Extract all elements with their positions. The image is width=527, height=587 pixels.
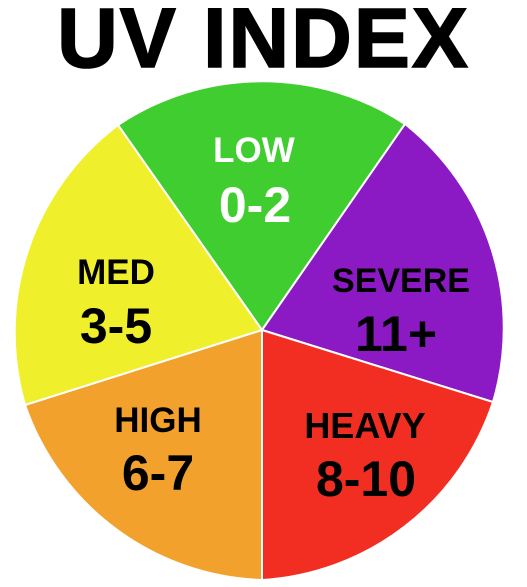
slice-heavy-label: HEAVY [304,405,425,446]
slice-high-label: HIGH [114,401,202,440]
slice-heavy-range: 8-10 [316,451,416,507]
slice-low [116,80,407,332]
slice-high [23,328,263,582]
page-title: UV INDEX [56,0,470,85]
slice-low-range: 0-2 [219,177,291,233]
slice-med-range: 3-5 [80,298,152,354]
slice-heavy [261,328,495,582]
slice-low-label: LOW [213,131,295,170]
slice-severe-range: 11+ [355,306,437,362]
slice-high-range: 6-7 [122,445,194,501]
slice-med [13,123,264,407]
slice-med-label: MED [77,253,155,292]
slice-severe-label: SEVERE [332,262,470,300]
slice-severe [260,122,505,404]
